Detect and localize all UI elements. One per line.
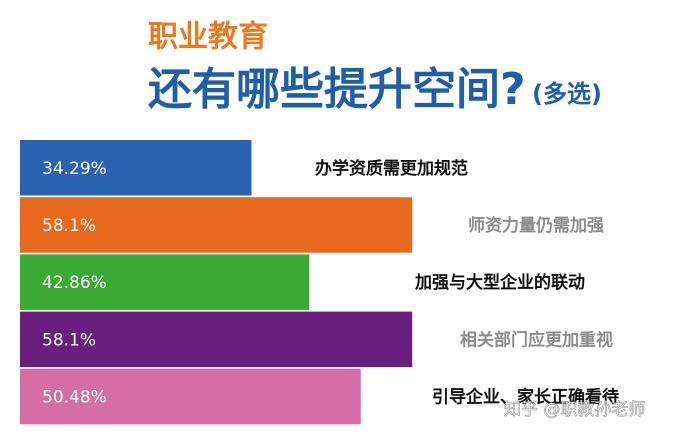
category-label: 相关部门应更加重视 [460, 329, 613, 350]
bar [20, 311, 413, 368]
value-label: 58.1% [42, 330, 96, 350]
category-label: 办学资质需更加规范 [315, 158, 468, 179]
category-label: 引导企业、家长正确看待 [432, 387, 619, 408]
value-label: 58.1% [42, 216, 96, 236]
category-label: 师资力量仍需加强 [468, 215, 604, 236]
chart-subtitle-note: (多选) [532, 80, 602, 108]
bar [20, 368, 361, 425]
value-label: 42.86% [42, 273, 107, 293]
value-label: 50.48% [42, 388, 107, 408]
bar [20, 254, 310, 310]
bar [20, 197, 413, 253]
watermark: 知乎 @职教孙老师 [504, 400, 645, 420]
value-label: 34.29% [42, 159, 107, 179]
chart-title: 职业教育 [148, 20, 268, 55]
chart-subtitle: 还有哪些提升空间? [148, 64, 526, 115]
category-label: 加强与大型企业的联动 [414, 272, 585, 293]
bar [20, 140, 252, 196]
